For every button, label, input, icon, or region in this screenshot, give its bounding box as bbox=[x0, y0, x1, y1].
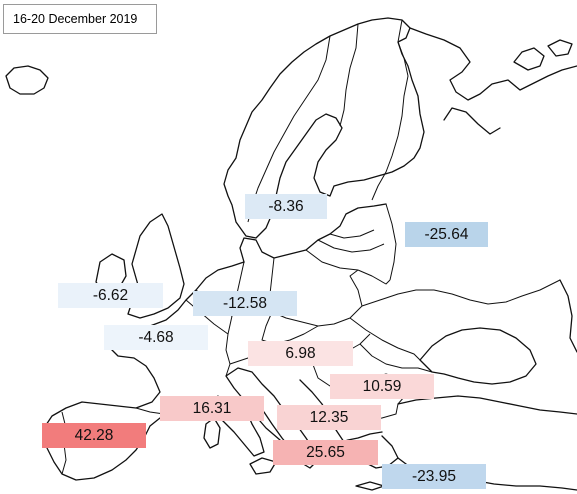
border-germany-west bbox=[225, 261, 245, 377]
crete-coast bbox=[355, 481, 385, 491]
border-baltics bbox=[305, 229, 385, 271]
value-label-greece: 25.65 bbox=[273, 440, 378, 465]
sardinia-coast bbox=[203, 417, 221, 449]
value-label-balkans: 12.35 bbox=[277, 405, 381, 430]
anatolia-coast bbox=[397, 395, 577, 415]
black-sea-coast bbox=[419, 327, 537, 385]
value-label-romania: 10.59 bbox=[330, 374, 434, 399]
iceland-coast bbox=[5, 65, 49, 95]
north-island-coast-2 bbox=[547, 39, 573, 57]
value-label-turkey: -23.95 bbox=[382, 464, 486, 489]
value-label-russia: -25.64 bbox=[405, 222, 488, 247]
value-label-france-italy: 16.31 bbox=[160, 396, 264, 421]
border-ukraine-south bbox=[349, 317, 421, 361]
white-sea-coast bbox=[443, 107, 501, 135]
caspian-coast bbox=[559, 279, 577, 353]
value-label-ireland: -6.62 bbox=[58, 283, 163, 308]
border-czech bbox=[261, 311, 319, 345]
sicily-coast bbox=[249, 457, 277, 475]
border-romania bbox=[359, 343, 433, 373]
value-label-uk: -4.68 bbox=[104, 325, 208, 350]
value-label-hungary: 6.98 bbox=[248, 341, 353, 366]
scandinavia-coast bbox=[223, 17, 425, 239]
date-range-title: 16-20 December 2019 bbox=[3, 4, 157, 34]
kola-coast bbox=[409, 27, 577, 101]
value-label-spain: 42.28 bbox=[42, 423, 146, 448]
north-island-coast bbox=[513, 47, 545, 71]
border-ukraine bbox=[361, 279, 561, 307]
value-label-norway-sweden: -8.36 bbox=[245, 194, 327, 219]
border-sweden-finland bbox=[339, 23, 359, 127]
border-russia-belarus bbox=[385, 203, 397, 281]
britain-coast bbox=[127, 213, 185, 319]
value-label-germany: -12.58 bbox=[193, 291, 297, 316]
border-finland-russia bbox=[371, 19, 409, 201]
border-belarus-lithuania bbox=[357, 269, 391, 285]
